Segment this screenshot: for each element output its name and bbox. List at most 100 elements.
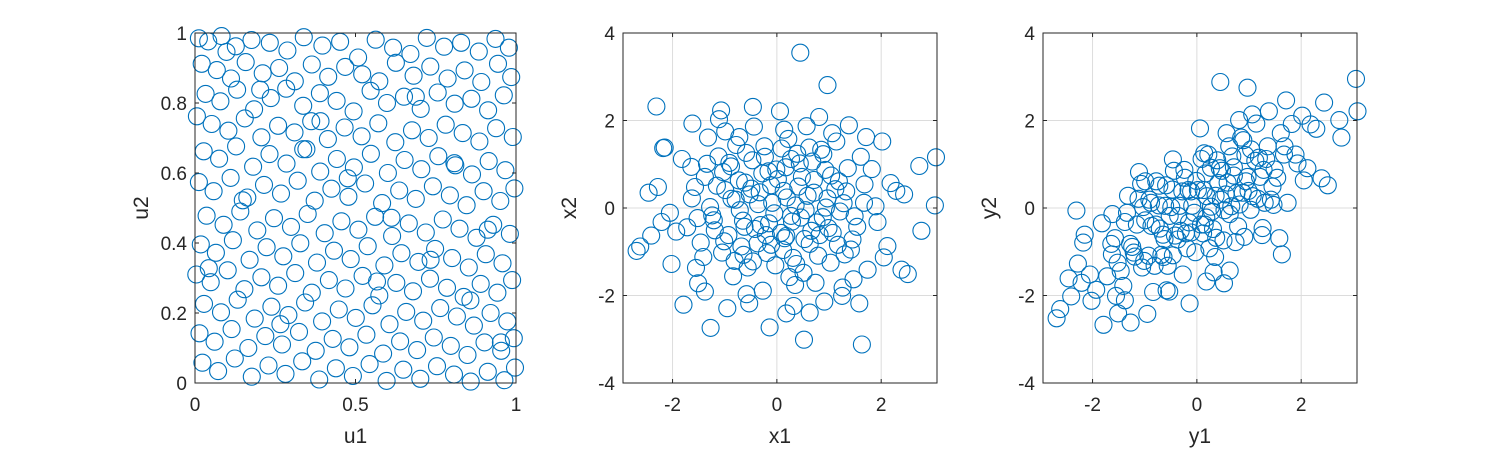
data-point	[887, 181, 906, 200]
data-point	[327, 149, 346, 169]
data-point	[262, 297, 281, 316]
data-point	[712, 101, 731, 120]
data-point	[1230, 195, 1249, 214]
data-point	[1217, 124, 1236, 143]
data-point	[729, 171, 748, 190]
data-point	[271, 184, 291, 203]
data-point	[1214, 274, 1234, 293]
data-point	[848, 217, 867, 236]
data-point	[1047, 309, 1066, 328]
data-point	[1265, 160, 1284, 179]
data-point	[1192, 149, 1211, 169]
data-point	[772, 139, 791, 158]
data-point	[765, 204, 784, 223]
data-point	[403, 282, 423, 301]
data-point	[1214, 231, 1233, 250]
data-point	[277, 154, 296, 173]
data-point	[222, 320, 241, 339]
data-point	[818, 76, 837, 95]
data-point	[724, 267, 743, 286]
data-point	[1188, 181, 1207, 200]
data-point	[458, 345, 477, 365]
data-point	[474, 182, 493, 201]
data-point	[488, 54, 508, 73]
data-point	[401, 44, 420, 64]
data-point	[854, 193, 874, 212]
data-point	[296, 293, 315, 312]
data-point	[228, 290, 247, 309]
data-point	[813, 208, 832, 227]
data-point	[335, 118, 354, 137]
data-point	[421, 57, 440, 76]
data-point	[505, 179, 524, 198]
data-point	[1277, 91, 1296, 110]
data-point	[895, 185, 914, 204]
data-point	[1149, 196, 1168, 215]
data-point	[346, 308, 365, 327]
data-point	[380, 315, 399, 334]
data-point	[453, 124, 472, 143]
data-point	[667, 222, 686, 241]
data-point	[1140, 190, 1159, 209]
data-point	[838, 159, 857, 178]
data-point	[294, 96, 313, 115]
data-point	[1155, 230, 1174, 249]
data-point	[227, 137, 246, 156]
data-point	[221, 168, 240, 187]
data-point	[647, 97, 666, 116]
y-tick-label: 4	[1024, 24, 1035, 45]
data-point	[1182, 223, 1201, 242]
data-point	[218, 261, 237, 280]
data-point	[790, 154, 809, 173]
data-point	[192, 54, 211, 73]
data-point	[1121, 313, 1140, 332]
data-point	[257, 238, 276, 257]
ticks-u: 0 0.5 1 0 0.2 0.4 0.6 0.8 1	[161, 24, 522, 416]
data-point	[1286, 145, 1305, 164]
data-point	[1230, 111, 1249, 130]
data-point	[505, 358, 525, 377]
data-point	[1163, 150, 1182, 169]
data-point	[369, 114, 388, 133]
data-point	[716, 122, 735, 141]
data-point	[777, 304, 796, 323]
data-point	[191, 235, 210, 254]
data-point	[803, 152, 822, 171]
data-point	[1204, 263, 1223, 282]
data-point	[1154, 247, 1173, 267]
data-point	[394, 360, 413, 379]
data-point	[1235, 227, 1254, 246]
data-point	[697, 154, 717, 173]
y-tick-label: 1	[176, 24, 187, 45]
data-point	[1223, 147, 1242, 166]
data-point	[1067, 201, 1086, 220]
data-point	[271, 315, 290, 334]
data-point	[1220, 261, 1239, 280]
data-point	[264, 209, 284, 228]
data-point	[387, 273, 406, 292]
data-point	[311, 112, 330, 131]
data-point	[1135, 251, 1154, 270]
data-point	[349, 48, 368, 67]
data-point	[1307, 119, 1326, 138]
data-point	[470, 132, 489, 151]
data-point	[420, 269, 440, 288]
data-point	[438, 69, 457, 88]
data-point	[792, 167, 811, 186]
data-point	[809, 246, 828, 265]
data-point	[270, 58, 289, 78]
data-point	[294, 140, 313, 159]
data-point	[383, 226, 402, 246]
data-point	[457, 196, 476, 215]
data-point	[289, 322, 309, 341]
data-point	[827, 132, 846, 151]
data-point	[327, 91, 346, 110]
data-point	[1115, 291, 1134, 310]
data-point	[631, 237, 650, 256]
data-point	[1163, 246, 1182, 265]
data-point	[735, 217, 754, 236]
data-point	[830, 202, 850, 221]
data-point	[743, 151, 762, 170]
data-point	[1127, 215, 1146, 234]
data-point	[1134, 198, 1153, 217]
